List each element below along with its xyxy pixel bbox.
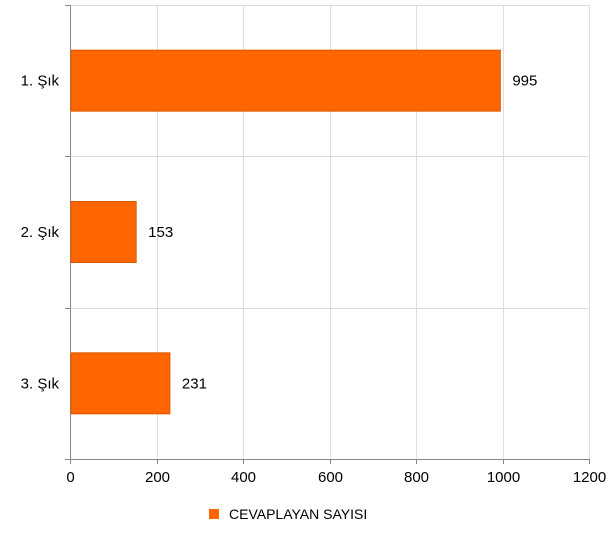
bar-3 — [70, 352, 171, 415]
bar-1 — [70, 49, 501, 112]
x-tick-label: 400 — [231, 469, 256, 486]
x-tick-label: 1000 — [487, 469, 520, 486]
data-label: 153 — [148, 224, 173, 241]
y-tick-label: 2. Şık — [21, 224, 60, 241]
x-tick-label: 600 — [318, 469, 343, 486]
legend: CEVAPLAYAN SAYISI — [209, 506, 367, 522]
x-tick-label: 0 — [66, 469, 74, 486]
data-labels: 995 153 231 — [148, 73, 537, 393]
x-tick-label: 1200 — [573, 469, 606, 486]
bar-2 — [70, 201, 137, 263]
legend-swatch — [209, 509, 219, 519]
bars — [70, 49, 501, 415]
y-tick-label: 3. Şık — [21, 375, 60, 392]
y-tick-label: 1. Şık — [21, 73, 60, 90]
x-tick-label: 800 — [404, 469, 429, 486]
x-tick-label: 200 — [145, 469, 170, 486]
data-label: 995 — [512, 73, 537, 90]
legend-label: CEVAPLAYAN SAYISI — [229, 506, 367, 522]
data-label: 231 — [182, 375, 207, 392]
